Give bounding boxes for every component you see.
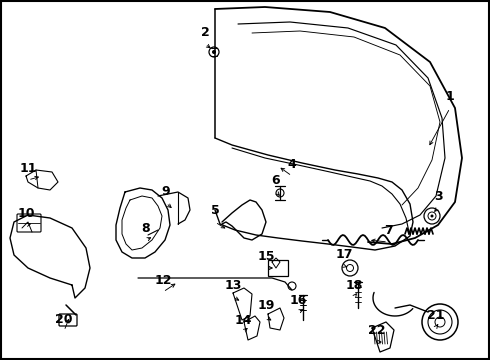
Circle shape [431,215,434,217]
Text: 5: 5 [211,204,220,217]
Text: 11: 11 [19,162,37,175]
Text: 10: 10 [17,207,35,220]
Text: 4: 4 [288,158,296,171]
Text: 13: 13 [224,279,242,292]
Text: 6: 6 [271,174,280,187]
Text: 8: 8 [142,222,150,235]
Text: 7: 7 [384,224,392,237]
Text: 14: 14 [234,314,252,327]
Bar [268,260,288,276]
Text: 17: 17 [335,248,353,261]
Text: 3: 3 [434,190,442,203]
Text: 18: 18 [345,279,363,292]
Text: 20: 20 [55,313,73,326]
Text: 15: 15 [257,250,275,263]
Text: 1: 1 [445,90,454,103]
Text: 12: 12 [154,274,172,287]
Text: 16: 16 [289,294,307,307]
Text: 21: 21 [427,309,445,322]
Text: 9: 9 [162,185,171,198]
Text: 19: 19 [257,299,275,312]
Text: 22: 22 [368,324,386,337]
Circle shape [212,50,216,54]
Text: 2: 2 [200,26,209,39]
